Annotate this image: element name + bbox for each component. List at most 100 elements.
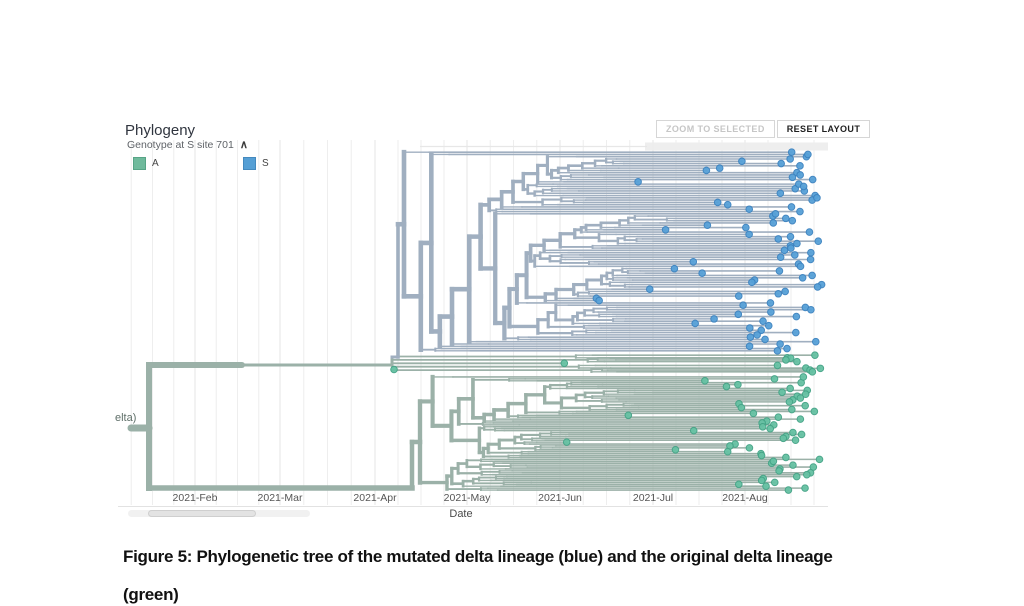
tree-tip[interactable] bbox=[787, 203, 796, 211]
tree-tip[interactable] bbox=[786, 232, 795, 241]
tree-tip[interactable] bbox=[710, 315, 718, 323]
tree-tip[interactable] bbox=[748, 278, 756, 287]
tree-tip[interactable] bbox=[390, 365, 398, 374]
reset-layout-button[interactable]: RESET LAYOUT bbox=[776, 120, 871, 138]
tree-tip[interactable] bbox=[792, 312, 801, 321]
tree-tip[interactable] bbox=[813, 194, 821, 202]
tree-tip[interactable] bbox=[784, 486, 793, 494]
tree-tip[interactable] bbox=[769, 219, 778, 227]
tree-tip[interactable] bbox=[788, 405, 796, 414]
tree-tip[interactable] bbox=[722, 382, 731, 391]
tree-tip[interactable] bbox=[703, 221, 712, 230]
tree-tip[interactable] bbox=[769, 457, 778, 466]
tree-tip[interactable] bbox=[757, 476, 766, 485]
tree-tip[interactable] bbox=[787, 244, 795, 252]
tree-tip[interactable] bbox=[796, 162, 804, 170]
tree-tip[interactable] bbox=[814, 237, 823, 246]
tree-tip[interactable] bbox=[689, 426, 698, 435]
tree-tip[interactable] bbox=[739, 301, 747, 309]
tree-tip[interactable] bbox=[774, 289, 783, 298]
legend-item-s[interactable]: S bbox=[243, 157, 269, 170]
tree-tip[interactable] bbox=[798, 273, 807, 282]
tree-tip[interactable] bbox=[770, 375, 779, 383]
tree-tip[interactable] bbox=[815, 455, 824, 464]
tree-tip[interactable] bbox=[792, 328, 800, 337]
tree-tip[interactable] bbox=[806, 255, 815, 264]
tree-tip[interactable] bbox=[595, 296, 603, 305]
tree-tip[interactable] bbox=[702, 166, 711, 175]
tree-tip[interactable] bbox=[734, 310, 743, 319]
tree-tip[interactable] bbox=[801, 401, 810, 410]
tree-tip[interactable] bbox=[787, 148, 796, 156]
tree-tip[interactable] bbox=[758, 422, 767, 431]
tree-tip[interactable] bbox=[745, 205, 754, 214]
tree-tip[interactable] bbox=[691, 319, 699, 328]
tree-tip[interactable] bbox=[808, 368, 817, 376]
tree-tip[interactable] bbox=[745, 342, 754, 351]
color-by-control[interactable]: Genotype at S site 701 ∧ bbox=[127, 139, 248, 151]
tree-tip[interactable] bbox=[715, 164, 724, 172]
tree-tip[interactable] bbox=[796, 171, 804, 179]
tree-tip[interactable] bbox=[811, 351, 819, 360]
tree-tip[interactable] bbox=[762, 482, 770, 491]
tree-tip[interactable] bbox=[746, 324, 754, 332]
tree-tip[interactable] bbox=[783, 344, 791, 353]
tree-tip[interactable] bbox=[810, 407, 819, 416]
tree-tip[interactable] bbox=[560, 359, 569, 368]
tree-tip[interactable] bbox=[811, 337, 820, 346]
tree-tip[interactable] bbox=[745, 230, 753, 239]
tree-tip[interactable] bbox=[788, 173, 797, 182]
tree-tip[interactable] bbox=[777, 159, 785, 168]
tree-tip[interactable] bbox=[796, 262, 805, 271]
tree-tip[interactable] bbox=[723, 200, 732, 209]
tree-tip[interactable] bbox=[766, 424, 775, 433]
tree-tip[interactable] bbox=[804, 150, 812, 159]
tree-tip[interactable] bbox=[737, 403, 746, 412]
legend-swatch-green[interactable] bbox=[133, 157, 146, 170]
tree-tip[interactable] bbox=[805, 228, 814, 236]
tree-tip[interactable] bbox=[757, 451, 766, 460]
tree-tip[interactable] bbox=[790, 251, 799, 259]
tree-tip[interactable] bbox=[807, 248, 815, 257]
scrollbar-track[interactable] bbox=[128, 510, 310, 517]
tree-tip[interactable] bbox=[689, 257, 698, 266]
tree-tip[interactable] bbox=[770, 478, 779, 487]
tree-tip[interactable] bbox=[789, 428, 797, 437]
tree-tip[interactable] bbox=[796, 394, 805, 402]
tree-tip[interactable] bbox=[792, 472, 801, 481]
tree-tip[interactable] bbox=[757, 326, 766, 335]
tree-tip[interactable] bbox=[735, 480, 743, 489]
tree-tip[interactable] bbox=[786, 384, 794, 393]
tree-tip[interactable] bbox=[781, 287, 789, 296]
tree-tip[interactable] bbox=[776, 189, 785, 198]
tree-tip[interactable] bbox=[774, 413, 783, 422]
scrollbar-handle[interactable] bbox=[148, 510, 256, 517]
chevron-up-icon[interactable]: ∧ bbox=[239, 139, 248, 151]
tree-tip[interactable] bbox=[776, 340, 784, 348]
tree-tip[interactable] bbox=[789, 461, 797, 469]
tree-tip[interactable] bbox=[773, 347, 782, 355]
tree-tip[interactable] bbox=[761, 335, 769, 344]
tree-tip[interactable] bbox=[753, 331, 761, 339]
tree-tip[interactable] bbox=[799, 373, 808, 381]
tree-tip[interactable] bbox=[797, 430, 806, 439]
tree-tip[interactable] bbox=[776, 253, 785, 262]
tree-tip[interactable] bbox=[778, 388, 786, 397]
tree-tip[interactable] bbox=[808, 271, 816, 280]
legend-item-a[interactable]: A bbox=[133, 157, 159, 170]
tree-tip[interactable] bbox=[799, 182, 808, 191]
tree-tip[interactable] bbox=[734, 292, 743, 300]
tree-tip[interactable] bbox=[767, 308, 775, 316]
tree-tip[interactable] bbox=[634, 178, 642, 186]
tree-tip[interactable] bbox=[670, 264, 679, 273]
tree-tip[interactable] bbox=[775, 467, 783, 475]
tree-tip[interactable] bbox=[786, 155, 794, 163]
tree-tip[interactable] bbox=[771, 210, 780, 218]
tree-tip[interactable] bbox=[796, 207, 804, 216]
tree-tip[interactable] bbox=[723, 447, 732, 456]
tree-tip[interactable] bbox=[773, 361, 782, 370]
tree-tip[interactable] bbox=[788, 216, 797, 225]
tree-tip[interactable] bbox=[785, 398, 794, 406]
tree-tip[interactable] bbox=[698, 269, 706, 277]
tree-tip[interactable] bbox=[793, 357, 801, 366]
